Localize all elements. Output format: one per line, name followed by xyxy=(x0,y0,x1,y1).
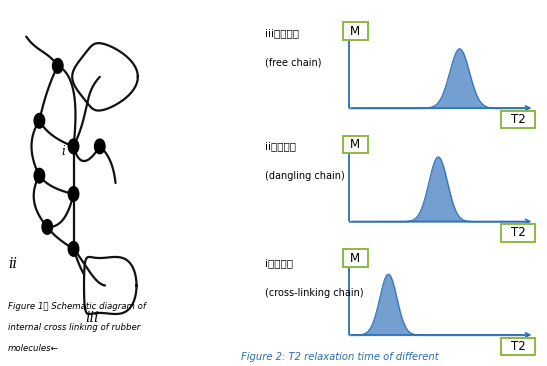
FancyBboxPatch shape xyxy=(501,224,535,242)
Text: T2: T2 xyxy=(511,226,526,239)
Text: (free chain): (free chain) xyxy=(265,57,322,67)
Text: M: M xyxy=(350,25,360,38)
Text: molecules←: molecules← xyxy=(8,344,59,354)
Text: ii：悉尾链: ii：悉尾链 xyxy=(265,141,296,152)
FancyBboxPatch shape xyxy=(343,22,368,40)
FancyBboxPatch shape xyxy=(501,337,535,355)
Text: T2: T2 xyxy=(511,340,526,353)
Circle shape xyxy=(95,139,105,154)
Text: M: M xyxy=(350,252,360,265)
Circle shape xyxy=(53,59,63,73)
Text: iii: iii xyxy=(85,311,98,325)
Text: (cross-linking chain): (cross-linking chain) xyxy=(265,288,364,298)
Text: T2: T2 xyxy=(511,113,526,126)
Circle shape xyxy=(34,113,45,128)
Text: Figure 2: T2 relaxation time of different: Figure 2: T2 relaxation time of differen… xyxy=(241,352,438,362)
Text: (dangling chain): (dangling chain) xyxy=(265,171,345,181)
Circle shape xyxy=(68,139,79,154)
FancyBboxPatch shape xyxy=(343,136,368,153)
Text: iii：自由链: iii：自由链 xyxy=(265,28,299,38)
Circle shape xyxy=(68,187,79,201)
Circle shape xyxy=(42,220,53,234)
Text: ii: ii xyxy=(9,257,18,270)
Text: internal cross linking of rubber: internal cross linking of rubber xyxy=(8,323,140,332)
Circle shape xyxy=(34,168,45,183)
Circle shape xyxy=(68,242,79,256)
FancyBboxPatch shape xyxy=(343,249,368,267)
FancyBboxPatch shape xyxy=(501,111,535,128)
Text: M: M xyxy=(350,138,360,151)
Text: i: i xyxy=(61,145,65,158)
Text: i：交联链: i：交联链 xyxy=(265,258,293,269)
Text: Figure 1： Schematic diagram of: Figure 1： Schematic diagram of xyxy=(8,302,146,311)
